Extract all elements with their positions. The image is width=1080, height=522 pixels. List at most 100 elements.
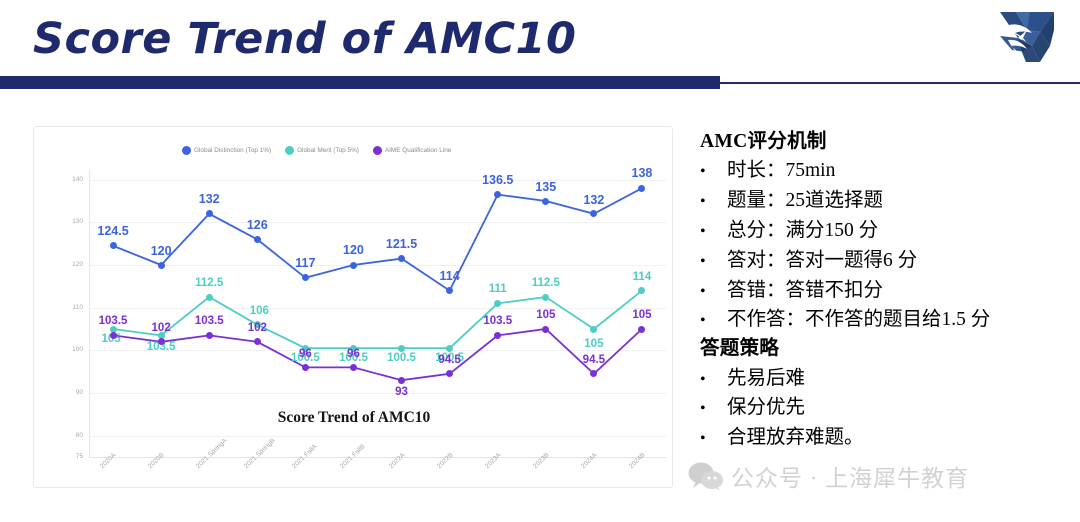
- data-point[interactable]: [398, 344, 406, 352]
- y-axis-tick-label: 100: [72, 346, 83, 354]
- data-point[interactable]: [253, 235, 261, 243]
- data-point-value-label: 102: [151, 321, 171, 334]
- bullet-marker-icon: •: [700, 222, 706, 240]
- legend-color-swatch: [182, 146, 191, 155]
- data-point-value-label: 103.5: [146, 341, 176, 354]
- info-bullet-item: • 保分优先: [700, 393, 1072, 423]
- chart-card: Global Distinction (Top 1%) Global Merit…: [33, 126, 673, 488]
- data-point-value-label: 114: [439, 268, 460, 283]
- y-gridline: [89, 435, 666, 437]
- watermark-text: 公众号 · 上海犀牛教育: [731, 466, 970, 491]
- data-point-value-label: 103.5: [194, 315, 224, 328]
- chart-legend: Global Distinction (Top 1%) Global Merit…: [182, 146, 451, 155]
- data-point[interactable]: [638, 287, 646, 295]
- y-axis-tick-label: 130: [72, 218, 83, 226]
- data-point-value-label: 105: [584, 338, 604, 350]
- data-point-value-label: 102: [247, 321, 267, 334]
- data-point[interactable]: [349, 363, 357, 371]
- y-axis-tick-label: 80: [75, 431, 83, 439]
- y-axis-tick-label: 120: [72, 261, 83, 268]
- info-bullet-item: • 时长：75min: [700, 156, 1072, 186]
- data-point[interactable]: [446, 370, 454, 378]
- bullet-marker-icon: •: [700, 370, 706, 388]
- data-point[interactable]: [494, 299, 502, 307]
- data-point[interactable]: [446, 344, 454, 352]
- data-point[interactable]: [253, 338, 261, 346]
- series-line: [112, 187, 643, 292]
- data-point[interactable]: [542, 197, 550, 205]
- data-point-value-label: 124.5: [97, 223, 129, 238]
- data-point[interactable]: [349, 261, 357, 269]
- data-point[interactable]: [542, 293, 550, 301]
- data-point[interactable]: [494, 331, 502, 339]
- chart-plot-area: 140 130 120 110 100 90 80 75 2020A 2020B 2021 Spri…: [34, 127, 674, 489]
- data-point[interactable]: [542, 325, 550, 333]
- data-point-value-label: 120: [343, 243, 364, 257]
- legend-label: AIME Qualification Line: [384, 147, 452, 154]
- legend-label: Global Distinction (Top 1%): [194, 147, 272, 154]
- y-gridline: [89, 222, 666, 224]
- data-point-value-label: 138: [631, 166, 653, 181]
- data-point-value-label: 106: [249, 304, 269, 317]
- data-point[interactable]: [109, 325, 117, 333]
- chart-inner-title: Score Trend of AMC10: [277, 409, 431, 426]
- legend-item-aime-qualification[interactable]: AIME Qualification Line: [372, 146, 452, 155]
- data-point[interactable]: [205, 331, 213, 339]
- data-point[interactable]: [205, 210, 213, 218]
- data-point[interactable]: [590, 325, 598, 333]
- data-point-value-label: 120: [150, 244, 172, 258]
- y-gridline: [89, 307, 666, 309]
- data-point[interactable]: [398, 376, 406, 384]
- bullet-marker-icon: •: [700, 193, 706, 211]
- data-point[interactable]: [494, 191, 502, 199]
- info-bullet-item: • 不作答：不作答的题目给1.5 分: [700, 305, 1072, 335]
- legend-item-global-merit[interactable]: Global Merit (Top 5%): [285, 146, 359, 155]
- data-point[interactable]: [590, 210, 598, 218]
- data-point[interactable]: [301, 363, 309, 371]
- info-bullet-text: 保分优先: [727, 397, 806, 419]
- info-bullet-text: 题量：25道选择题: [727, 190, 884, 212]
- data-point-value-label: 105: [632, 309, 652, 321]
- data-point[interactable]: [349, 344, 357, 352]
- data-point-value-label: 96: [347, 348, 360, 361]
- data-point[interactable]: [446, 287, 454, 295]
- bullet-marker-icon: •: [700, 282, 706, 300]
- info-bullet-item: • 答错：答错不扣分: [700, 276, 1072, 306]
- info-bullet-item: • 总分：满分150 分: [700, 216, 1072, 246]
- rhino-x-logo-icon: [1000, 12, 1054, 62]
- data-point-value-label: 100.5: [435, 352, 465, 365]
- data-point[interactable]: [109, 242, 117, 250]
- data-point[interactable]: [253, 321, 261, 329]
- data-point[interactable]: [590, 370, 598, 378]
- data-point[interactable]: [109, 331, 117, 339]
- data-point[interactable]: [301, 344, 309, 352]
- data-point-value-label: 105: [536, 309, 556, 321]
- data-point-value-label: 117: [295, 255, 316, 270]
- data-point-value-label: 135: [535, 180, 557, 194]
- chart-series-lines: [112, 187, 643, 382]
- data-point[interactable]: [301, 274, 309, 282]
- info-bullet-item: • 合理放弃难题。: [700, 423, 1072, 453]
- data-point-value-label: 112.5: [195, 277, 224, 289]
- header-rule-thin: [720, 82, 1080, 84]
- data-point[interactable]: [157, 331, 165, 339]
- data-point[interactable]: [205, 293, 213, 301]
- y-gridline: [89, 265, 666, 266]
- bullet-marker-icon: •: [700, 312, 706, 330]
- data-point[interactable]: [157, 261, 165, 269]
- data-point-value-label: 111: [488, 283, 507, 296]
- data-point[interactable]: [638, 184, 646, 192]
- info-section-heading: AMC评分机制: [700, 131, 827, 152]
- data-point[interactable]: [638, 325, 646, 333]
- data-point[interactable]: [157, 338, 165, 346]
- watermark: 公众号 · 上海犀牛教育: [688, 459, 969, 493]
- data-point-value-label: 94.5: [582, 353, 606, 366]
- legend-color-swatch: [372, 146, 382, 155]
- wechat-icon: [688, 462, 723, 491]
- data-point-value-label: 136.5: [482, 172, 514, 187]
- info-bullet-item: • 先易后难: [700, 364, 1072, 394]
- legend-item-global-distinction[interactable]: Global Distinction (Top 1%): [182, 146, 271, 155]
- data-point[interactable]: [398, 255, 406, 263]
- data-point-value-label: 114: [632, 270, 652, 283]
- info-bullet-text: 答对：答对一题得6 分: [727, 249, 918, 271]
